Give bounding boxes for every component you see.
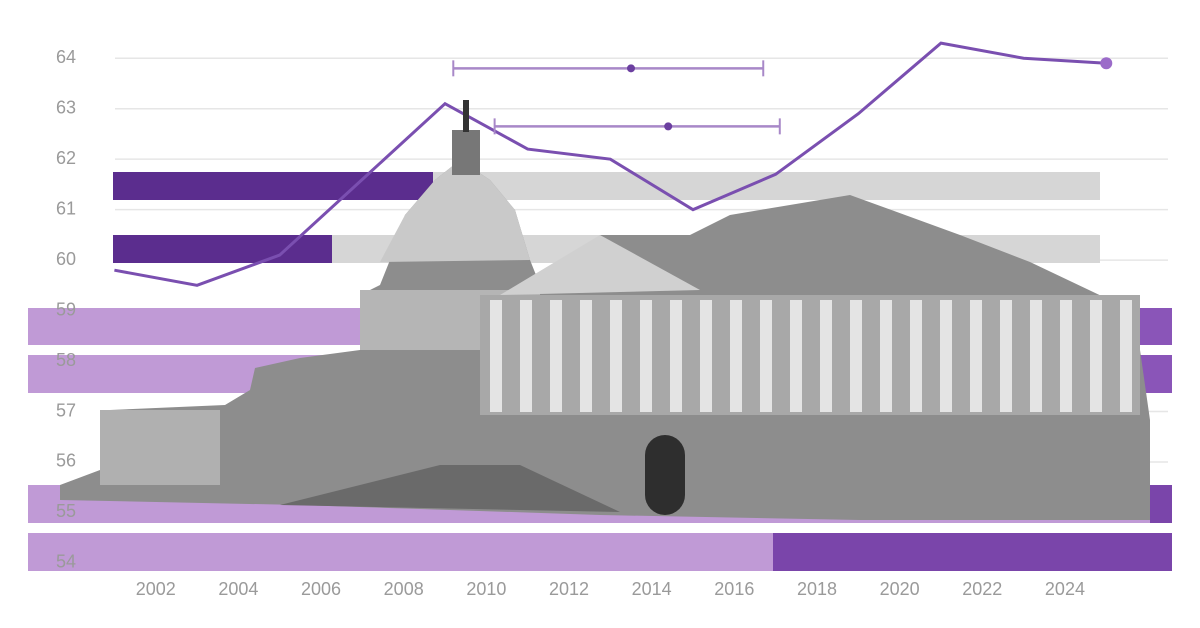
end-point	[1100, 57, 1113, 70]
capitol-building	[60, 100, 1150, 520]
steps	[280, 465, 620, 512]
column	[880, 300, 892, 412]
column	[1000, 300, 1012, 412]
y-tick-label: 61	[56, 198, 76, 218]
y-tick-label: 59	[56, 299, 76, 319]
column	[520, 300, 532, 412]
column	[940, 300, 952, 412]
y-tick-label: 57	[56, 400, 76, 420]
archway	[645, 435, 685, 515]
x-tick-label: 2024	[1045, 579, 1085, 599]
column	[670, 300, 682, 412]
y-tick-label: 60	[56, 249, 76, 269]
x-tick-label: 2022	[962, 579, 1002, 599]
column	[730, 300, 742, 412]
x-tick-label: 2014	[632, 579, 672, 599]
dark-bar	[113, 172, 433, 200]
y-tick-label: 64	[56, 47, 76, 67]
column	[910, 300, 922, 412]
column	[580, 300, 592, 412]
x-tick-label: 2002	[136, 579, 176, 599]
wing	[100, 410, 220, 485]
column	[1090, 300, 1102, 412]
y-tick-label: 55	[56, 501, 76, 521]
x-tick-label: 2006	[301, 579, 341, 599]
dark-bar-end	[1150, 485, 1172, 523]
dark-bar-end	[773, 533, 1172, 571]
overlay-layer: 54 55 56 57 58 59 60 61 62 63 64 2002 2004 2006 2008 20…	[56, 47, 1113, 599]
x-tick-label: 2016	[714, 579, 754, 599]
x-tick-label: 2018	[797, 579, 837, 599]
y-tick-label: 62	[56, 148, 76, 168]
data-layer	[114, 41, 1107, 287]
column	[490, 300, 502, 412]
y-tick-label: 56	[56, 451, 76, 471]
line	[114, 41, 1107, 287]
column	[1060, 300, 1072, 412]
column	[850, 300, 862, 412]
x-tick-label: 2004	[218, 579, 258, 599]
x-tick-label: 2010	[466, 579, 506, 599]
x-tick-label: 2008	[384, 579, 424, 599]
interval-point	[627, 64, 635, 73]
interval-point	[664, 122, 673, 131]
column	[640, 300, 652, 412]
column	[820, 300, 832, 412]
x-tick-label: 2020	[880, 579, 920, 599]
column	[970, 300, 982, 412]
lantern	[452, 130, 480, 175]
column	[1030, 300, 1042, 412]
column	[550, 300, 562, 412]
pediment	[500, 235, 700, 295]
y-tick-label: 63	[56, 97, 76, 117]
y-tick-label: 54	[56, 552, 76, 572]
column	[610, 300, 622, 412]
column	[700, 300, 712, 412]
x-tick-label: 2012	[549, 579, 589, 599]
y-tick-label: 58	[56, 350, 76, 370]
statue	[463, 100, 469, 132]
column	[1120, 300, 1132, 412]
dome	[380, 160, 530, 262]
column	[790, 300, 802, 412]
column	[760, 300, 772, 412]
columns	[490, 300, 1132, 412]
